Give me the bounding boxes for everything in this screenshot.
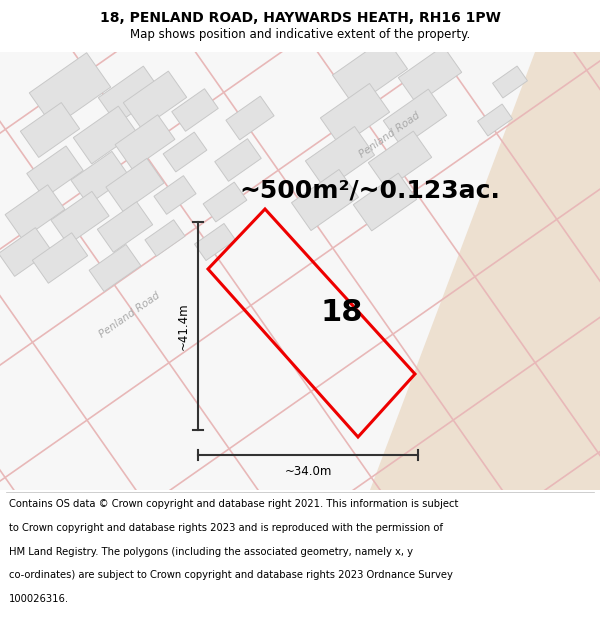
- Polygon shape: [320, 84, 389, 146]
- Polygon shape: [98, 66, 162, 124]
- Polygon shape: [292, 169, 359, 231]
- Text: 100026316.: 100026316.: [9, 594, 69, 604]
- Polygon shape: [73, 106, 137, 164]
- Polygon shape: [29, 52, 111, 127]
- Polygon shape: [27, 146, 83, 198]
- Polygon shape: [20, 102, 80, 158]
- Polygon shape: [97, 202, 152, 252]
- Polygon shape: [332, 38, 407, 106]
- Polygon shape: [478, 104, 512, 136]
- Polygon shape: [203, 182, 247, 222]
- Text: Contains OS data © Crown copyright and database right 2021. This information is : Contains OS data © Crown copyright and d…: [9, 499, 458, 509]
- Polygon shape: [172, 89, 218, 131]
- Polygon shape: [368, 131, 432, 189]
- Text: ~41.4m: ~41.4m: [177, 302, 190, 350]
- Text: Map shows position and indicative extent of the property.: Map shows position and indicative extent…: [130, 28, 470, 41]
- Text: 18: 18: [320, 298, 363, 327]
- Text: to Crown copyright and database rights 2023 and is reproduced with the permissio: to Crown copyright and database rights 2…: [9, 523, 443, 533]
- Text: 18, PENLAND ROAD, HAYWARDS HEATH, RH16 1PW: 18, PENLAND ROAD, HAYWARDS HEATH, RH16 1…: [100, 11, 500, 26]
- Polygon shape: [115, 115, 175, 169]
- Text: Penland Road: Penland Road: [98, 291, 162, 339]
- Polygon shape: [353, 173, 417, 231]
- Polygon shape: [398, 46, 462, 104]
- Polygon shape: [226, 96, 274, 140]
- Polygon shape: [194, 224, 235, 261]
- Polygon shape: [215, 139, 261, 181]
- Polygon shape: [71, 151, 129, 204]
- Polygon shape: [305, 126, 374, 189]
- Text: ~500m²/~0.123ac.: ~500m²/~0.123ac.: [239, 178, 500, 202]
- Polygon shape: [163, 132, 207, 172]
- Text: co-ordinates) are subject to Crown copyright and database rights 2023 Ordnance S: co-ordinates) are subject to Crown copyr…: [9, 571, 453, 581]
- Polygon shape: [145, 220, 185, 256]
- Polygon shape: [0, 228, 52, 276]
- Polygon shape: [5, 185, 65, 239]
- Polygon shape: [51, 191, 109, 244]
- Text: HM Land Registry. The polygons (including the associated geometry, namely x, y: HM Land Registry. The polygons (includin…: [9, 547, 413, 557]
- Polygon shape: [0, 52, 600, 490]
- Polygon shape: [154, 176, 196, 214]
- Polygon shape: [493, 66, 527, 98]
- Polygon shape: [32, 232, 88, 283]
- Polygon shape: [106, 158, 164, 212]
- Polygon shape: [370, 52, 600, 490]
- Polygon shape: [123, 71, 187, 129]
- Text: ~34.0m: ~34.0m: [284, 465, 332, 478]
- Polygon shape: [89, 244, 141, 291]
- Polygon shape: [383, 89, 447, 147]
- Text: Penland Road: Penland Road: [358, 111, 422, 159]
